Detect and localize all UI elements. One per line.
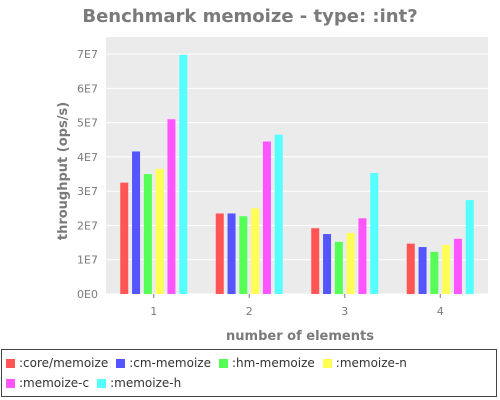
y-tick-label: 2E7 <box>77 219 98 232</box>
bar <box>167 119 176 295</box>
legend-swatch <box>6 378 15 388</box>
legend-item: :hm-memoize <box>218 353 315 373</box>
bar <box>274 134 283 294</box>
bar <box>251 208 260 294</box>
legend-swatch <box>116 358 126 368</box>
bar <box>465 200 474 294</box>
legend-item: :memoize-h <box>97 373 181 393</box>
y-tick-label: 0E0 <box>77 288 98 301</box>
y-tick-labels: 0E0 1E7 2E7 3E7 4E7 5E7 6E7 7E7 <box>77 48 98 301</box>
legend-item: :cm-memoize <box>116 353 211 373</box>
bar <box>370 173 379 294</box>
x-tick-labels: 1 2 3 4 <box>150 294 444 318</box>
bar <box>406 243 415 294</box>
chart: Benchmark memoize - type: :int? 0E0 1E7 2E… <box>56 6 488 344</box>
x-tick-label: 3 <box>341 305 348 318</box>
y-tick-label: 5E7 <box>77 117 98 130</box>
legend-swatch <box>322 358 332 368</box>
y-tick-label: 6E7 <box>77 82 98 95</box>
bar <box>239 216 248 294</box>
legend-label: :core/memoize <box>19 356 109 370</box>
legend-label: :cm-memoize <box>129 356 211 370</box>
bar <box>346 233 355 294</box>
legend-label: :memoize-c <box>19 376 90 390</box>
bar <box>453 238 462 294</box>
y-tick-label: 7E7 <box>77 48 98 61</box>
y-tick-label: 4E7 <box>77 151 98 164</box>
x-tick-label: 1 <box>150 305 157 318</box>
bar <box>155 168 164 294</box>
y-tick-label: 3E7 <box>77 185 98 198</box>
bar <box>262 141 271 294</box>
bar <box>430 251 439 294</box>
legend-item: :memoize-n <box>322 353 407 373</box>
legend-label: :memoize-n <box>335 356 407 370</box>
legend-item: :core/memoize <box>6 353 108 373</box>
bar <box>418 247 427 294</box>
legend-label: :hm-memoize <box>231 356 315 370</box>
x-tick-label: 2 <box>246 305 253 318</box>
chart-title: Benchmark memoize - type: :int? <box>82 6 417 27</box>
x-axis-label: number of elements <box>226 329 374 344</box>
bar <box>311 228 320 294</box>
bar <box>358 218 367 294</box>
bar <box>442 244 451 294</box>
bar <box>334 241 343 294</box>
legend: :core/memoize :cm-memoize :hm-memoize :memo… <box>1 349 497 397</box>
bar <box>215 213 224 294</box>
bar <box>143 174 152 294</box>
legend-item: :memoize-c <box>6 373 89 393</box>
bar <box>132 151 141 294</box>
legend-swatch <box>6 358 15 368</box>
bar <box>120 182 129 294</box>
bar <box>323 234 332 294</box>
legend-swatch <box>97 378 107 388</box>
y-axis-label: throughput (ops/s) <box>56 102 71 240</box>
legend-label: :memoize-h <box>110 376 182 390</box>
y-tick-label: 1E7 <box>77 254 98 267</box>
legend-swatch <box>218 358 228 368</box>
bars <box>120 54 474 295</box>
bar <box>227 213 236 294</box>
bar <box>179 54 188 295</box>
x-tick-label: 4 <box>437 305 444 318</box>
